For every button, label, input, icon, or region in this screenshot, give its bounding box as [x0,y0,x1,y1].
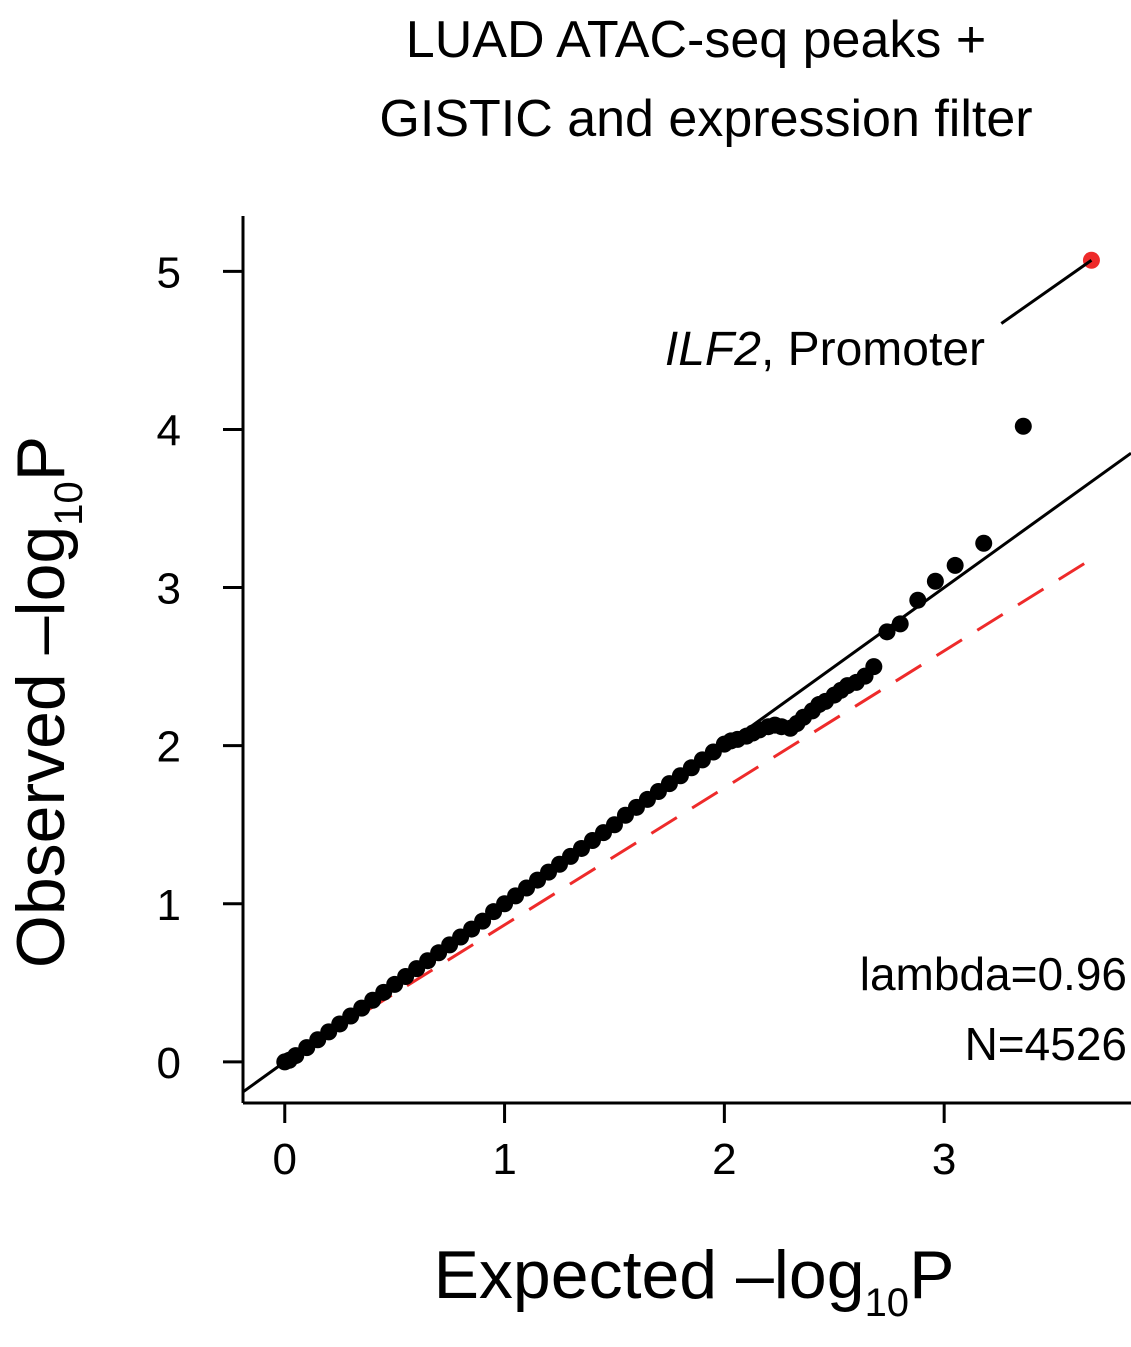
qq-points-0-68 [1014,417,1032,435]
lambda-text: lambda=0.96 [860,948,1127,1000]
y-tick-label-4: 4 [157,406,181,455]
y-axis-title: Observed –log10P [3,436,91,968]
x-tick-label-3: 3 [932,1135,956,1184]
gene-name: ILF2 [665,323,761,376]
x-axis-title-main: Expected –log [434,1237,865,1313]
qq-points-0-63 [891,615,909,633]
n-text: N=4526 [965,1018,1127,1070]
qq-points-0-66 [946,556,964,574]
x-axis-ticks: 0 1 2 3 [273,1103,956,1184]
qq-points-0-67 [975,534,993,552]
gene-annotation-label: ILF2, Promoter [665,323,985,376]
y-tick-label-5: 5 [157,248,181,297]
y-tick-label-1: 1 [157,881,181,930]
y-tick-label-3: 3 [157,565,181,614]
qq-points-0-65 [926,572,944,590]
x-axis-title-subscript: 10 [865,1281,910,1325]
y-tick-label-0: 0 [157,1039,181,1088]
x-axis-title: Expected –log10P [434,1237,955,1325]
qq-points-0-31 [605,816,623,834]
qq-points-0-61 [865,658,883,676]
lambda-fit-line [283,557,1093,1064]
data-points [276,251,1100,1071]
x-tick-label-2: 2 [712,1135,736,1184]
x-tick-label-1: 1 [492,1135,516,1184]
annotation-connector-line [1000,259,1093,325]
y-tick-label-2: 2 [157,723,181,772]
chart-title-line-1: LUAD ATAC-seq peaks + [406,11,986,69]
chart-title-line-2: GISTIC and expression filter [379,90,1032,148]
x-axis-title-tail: P [909,1237,954,1313]
qq-points-0-19 [474,912,492,930]
qq-points-0-62 [878,623,896,641]
qq-points-0-64 [909,591,927,609]
x-tick-label-0: 0 [273,1135,297,1184]
y-axis-title-tail: P [3,436,79,481]
y-axis-title-subscript: 10 [47,481,91,526]
y-axis-ticks: 0 1 2 3 4 5 [157,248,243,1088]
gene-region: , Promoter [761,323,985,376]
y-axis-title-main: Observed –log [3,526,79,968]
